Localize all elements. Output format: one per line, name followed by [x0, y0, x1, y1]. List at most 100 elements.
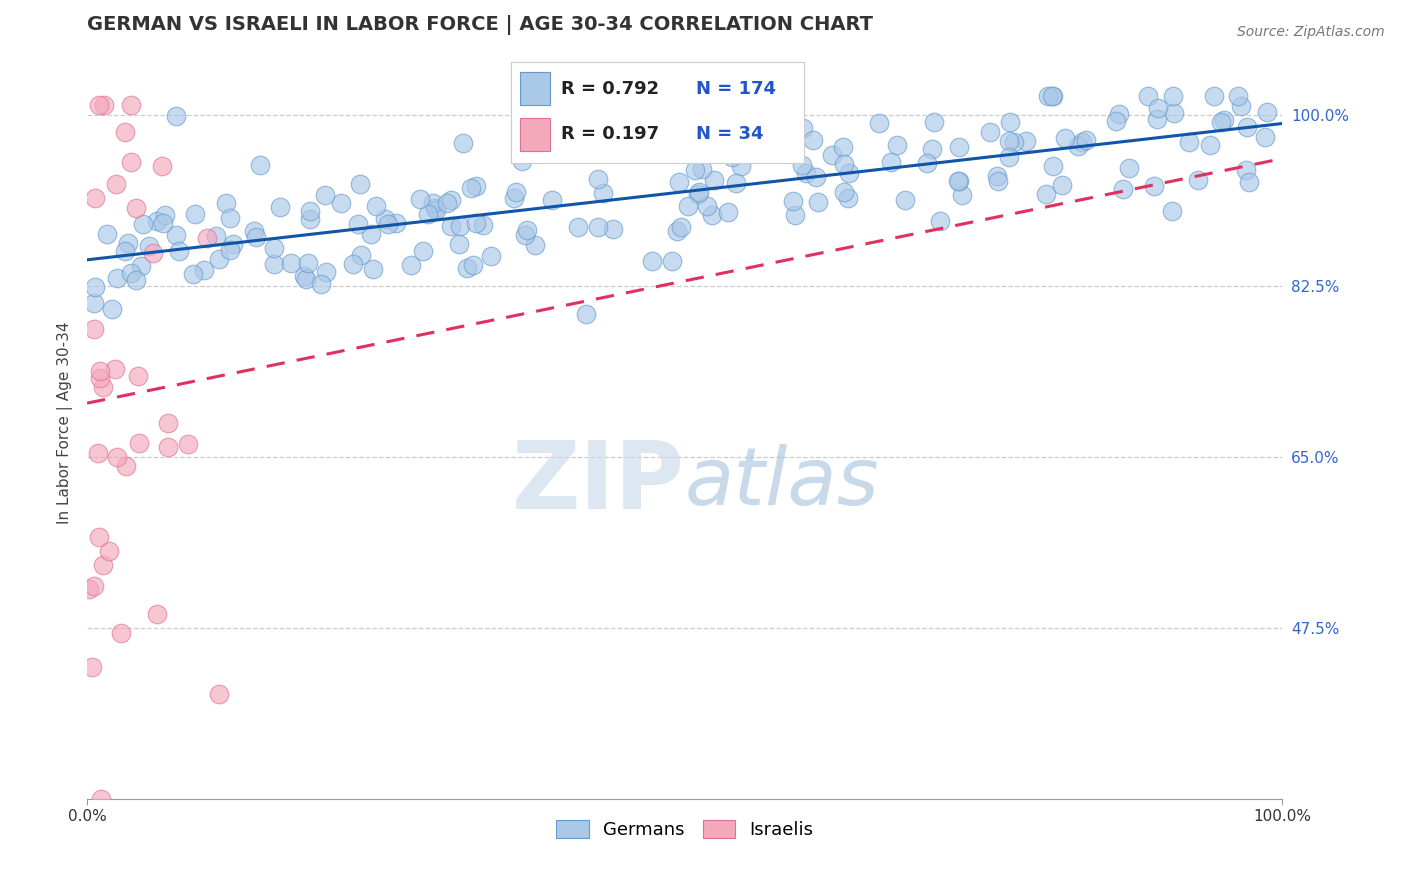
Point: [315, 265, 337, 279]
Point: [366, 199, 388, 213]
Point: [567, 220, 589, 235]
Point: [946, 174, 969, 188]
Point: [245, 229, 267, 244]
Point: [837, 191, 859, 205]
Point: [1042, 88, 1064, 103]
Point: [921, 142, 943, 156]
Point: [129, 259, 152, 273]
Text: ZIP: ZIP: [512, 437, 685, 529]
Y-axis label: In Labor Force | Age 30-34: In Labor Force | Age 30-34: [58, 321, 73, 524]
Point: [98, 544, 121, 558]
Point: [747, 141, 769, 155]
Point: [868, 116, 890, 130]
Point: [1226, 88, 1249, 103]
Point: [807, 195, 830, 210]
Point: [96, 227, 118, 241]
Point: [193, 263, 215, 277]
Point: [471, 219, 494, 233]
Point: [513, 227, 536, 242]
Point: [1256, 105, 1278, 120]
Point: [314, 188, 336, 202]
Point: [1211, 115, 1233, 129]
Point: [436, 195, 458, 210]
Point: [1050, 178, 1073, 193]
Point: [979, 125, 1001, 139]
Point: [79, 582, 101, 596]
Point: [167, 244, 190, 258]
Point: [1237, 175, 1260, 189]
Point: [219, 243, 242, 257]
Point: [716, 205, 738, 219]
Point: [801, 133, 824, 147]
Point: [346, 217, 368, 231]
Point: [523, 238, 546, 252]
Point: [138, 239, 160, 253]
Point: [928, 214, 950, 228]
Point: [329, 196, 352, 211]
Point: [997, 150, 1019, 164]
Point: [1015, 134, 1038, 148]
Point: [83, 579, 105, 593]
Point: [120, 155, 142, 169]
Point: [412, 244, 434, 259]
Point: [451, 136, 474, 151]
Point: [243, 224, 266, 238]
Point: [688, 186, 710, 200]
Text: Source: ZipAtlas.com: Source: ZipAtlas.com: [1237, 25, 1385, 39]
Point: [792, 120, 814, 135]
Point: [156, 440, 179, 454]
Point: [838, 166, 860, 180]
Point: [165, 227, 187, 242]
Point: [207, 252, 229, 267]
Point: [425, 202, 447, 217]
Point: [676, 199, 699, 213]
Point: [349, 248, 371, 262]
Point: [440, 219, 463, 234]
Point: [1108, 107, 1130, 121]
Point: [84, 191, 107, 205]
Point: [917, 156, 939, 170]
Point: [832, 140, 855, 154]
Point: [1147, 101, 1170, 115]
Point: [294, 268, 316, 283]
Point: [249, 158, 271, 172]
Point: [696, 199, 718, 213]
Point: [299, 204, 322, 219]
Point: [697, 90, 720, 104]
Point: [1036, 88, 1059, 103]
Point: [879, 154, 901, 169]
Point: [1178, 135, 1201, 149]
Point: [592, 186, 614, 201]
Point: [205, 228, 228, 243]
Point: [1040, 88, 1063, 103]
Point: [683, 163, 706, 178]
Point: [165, 109, 187, 123]
Point: [105, 450, 128, 464]
Point: [465, 179, 488, 194]
Point: [100, 301, 122, 316]
Point: [540, 193, 562, 207]
Point: [1199, 138, 1222, 153]
Point: [790, 158, 813, 172]
Point: [89, 364, 111, 378]
Point: [1074, 133, 1097, 147]
Point: [90, 792, 112, 806]
Point: [510, 154, 533, 169]
Point: [668, 175, 690, 189]
Point: [922, 115, 945, 129]
Point: [416, 207, 439, 221]
Point: [1105, 114, 1128, 128]
Point: [91, 558, 114, 573]
Point: [464, 217, 486, 231]
Point: [184, 207, 207, 221]
Text: GERMAN VS ISRAELI IN LABOR FORCE | AGE 30-34 CORRELATION CHART: GERMAN VS ISRAELI IN LABOR FORCE | AGE 3…: [87, 15, 873, 35]
Point: [505, 185, 527, 199]
Point: [89, 371, 111, 385]
Point: [385, 216, 408, 230]
Point: [401, 258, 423, 272]
Point: [208, 687, 231, 701]
Point: [114, 125, 136, 139]
Point: [804, 169, 827, 184]
Point: [127, 369, 149, 384]
Point: [297, 255, 319, 269]
